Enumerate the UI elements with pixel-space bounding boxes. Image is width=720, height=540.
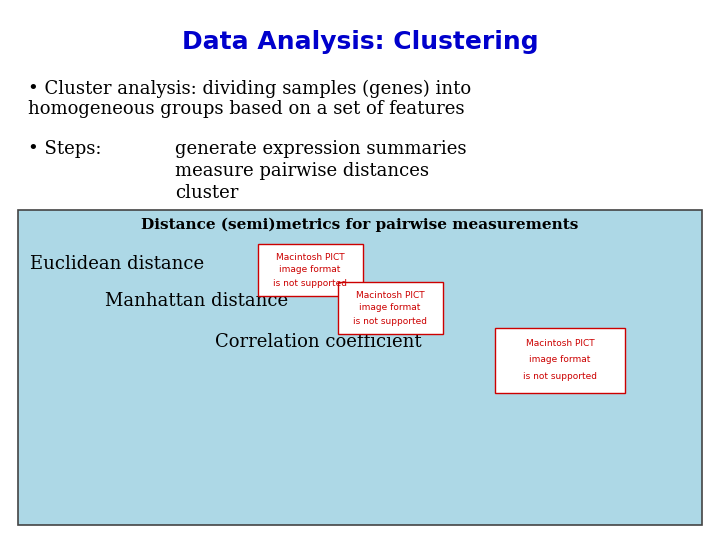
Text: is not supported: is not supported xyxy=(353,316,427,326)
Text: Correlation coefficient: Correlation coefficient xyxy=(215,333,422,351)
Text: Euclidean distance: Euclidean distance xyxy=(30,255,204,273)
Text: generate expression summaries: generate expression summaries xyxy=(175,140,467,158)
Text: Macintosh PICT: Macintosh PICT xyxy=(276,253,344,261)
Text: Distance (semi)metrics for pairwise measurements: Distance (semi)metrics for pairwise meas… xyxy=(141,218,579,232)
Text: Manhattan distance: Manhattan distance xyxy=(105,292,288,310)
Text: image format: image format xyxy=(279,266,341,274)
Text: Macintosh PICT: Macintosh PICT xyxy=(526,339,594,348)
Text: image format: image format xyxy=(529,355,590,364)
FancyBboxPatch shape xyxy=(495,327,625,393)
Text: image format: image format xyxy=(359,303,420,313)
Text: homogeneous groups based on a set of features: homogeneous groups based on a set of fea… xyxy=(28,100,464,118)
Text: • Cluster analysis: dividing samples (genes) into: • Cluster analysis: dividing samples (ge… xyxy=(28,80,471,98)
Text: is not supported: is not supported xyxy=(273,279,347,287)
FancyBboxPatch shape xyxy=(18,210,702,525)
Text: cluster: cluster xyxy=(175,184,238,202)
Text: Macintosh PICT: Macintosh PICT xyxy=(356,291,424,300)
FancyBboxPatch shape xyxy=(258,244,362,296)
Text: measure pairwise distances: measure pairwise distances xyxy=(175,162,429,180)
FancyBboxPatch shape xyxy=(338,282,443,334)
Text: is not supported: is not supported xyxy=(523,372,597,381)
Text: Data Analysis: Clustering: Data Analysis: Clustering xyxy=(181,30,539,54)
Text: • Steps:: • Steps: xyxy=(28,140,102,158)
